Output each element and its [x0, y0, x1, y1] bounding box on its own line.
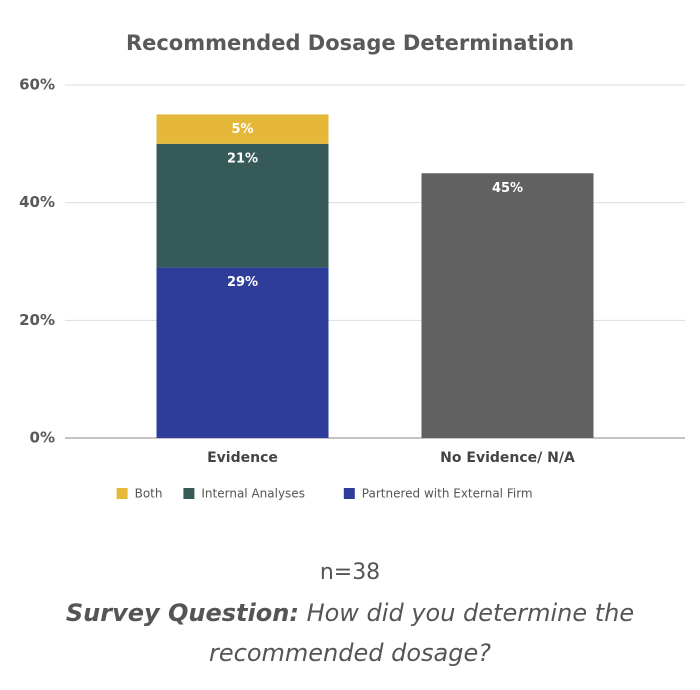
question: How did you determine the recommended do…: [209, 599, 635, 667]
y-tick-label: 20%: [19, 311, 55, 329]
legend-label: Partnered with External Firm: [362, 487, 533, 501]
y-tick-label: 0%: [30, 429, 55, 447]
notes: n=38 Survey Question: How did you determ…: [50, 560, 650, 673]
chart: Recommended Dosage Determination 0% 20% 40…: [19, 31, 685, 501]
legend-label: Internal Analyses: [201, 487, 305, 501]
x-tick-label: No Evidence/ N/A: [440, 450, 575, 466]
legend-swatch: [183, 488, 195, 499]
legend-swatch: [343, 488, 355, 499]
data-label: 5%: [231, 122, 253, 137]
question-label: Survey Question:: [65, 599, 299, 627]
y-tick-label: 40%: [19, 193, 55, 211]
data-label: 29%: [227, 275, 258, 290]
chart-title: Recommended Dosage Determination: [126, 31, 574, 55]
bar-segment: [156, 114, 329, 144]
x-tick-label: Evidence: [207, 450, 278, 466]
legend-label: Both: [135, 487, 163, 501]
y-tick-label: 60%: [19, 76, 55, 94]
data-label: 45%: [492, 181, 523, 196]
question-block: Survey Question: How did you determine t…: [50, 593, 650, 673]
legend-swatch: [116, 488, 128, 499]
bar-segment: [421, 173, 594, 438]
data-label: 21%: [227, 151, 258, 166]
footnote: n=38: [319, 560, 381, 585]
bar-segment: [156, 143, 329, 268]
bar-segment: [156, 267, 329, 438]
